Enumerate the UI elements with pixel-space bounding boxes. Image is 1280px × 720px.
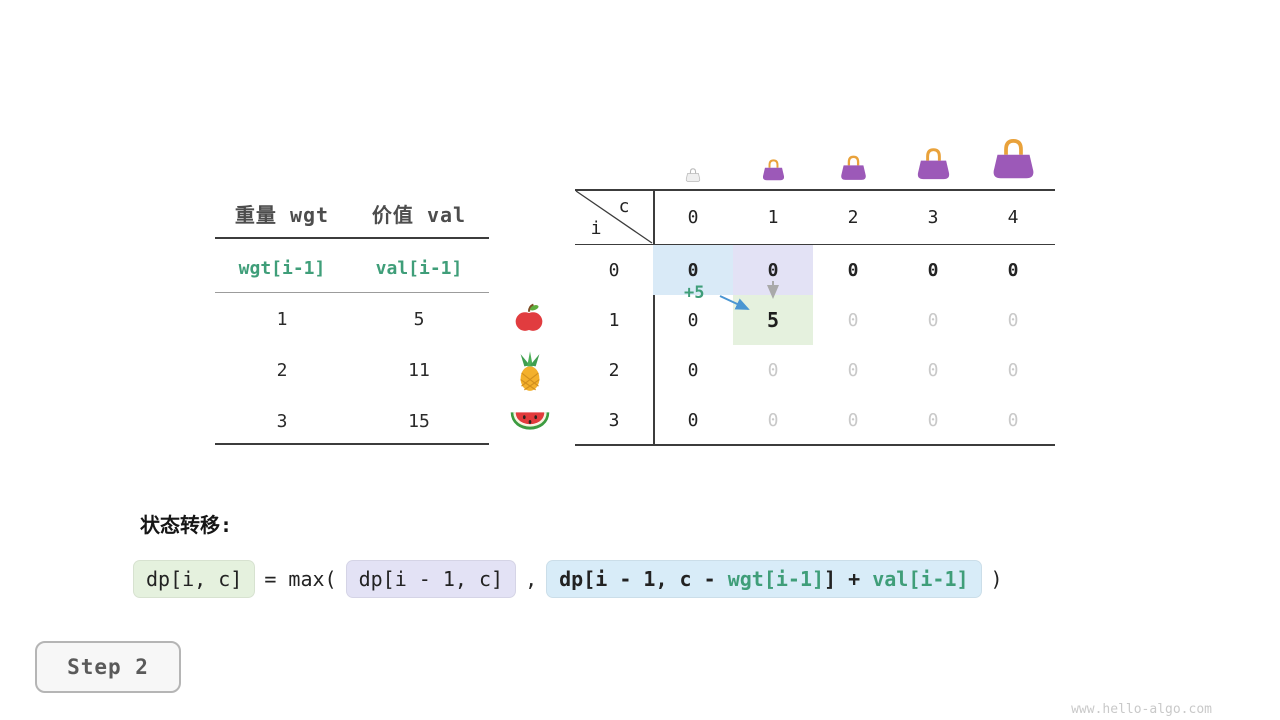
dp-cell-r0-c2: 0 xyxy=(847,259,859,281)
bag-icon-capacity-1 xyxy=(761,157,786,183)
formula-take-prefix: dp[i - 1, c - xyxy=(559,567,728,591)
item-table-header-rule xyxy=(215,237,489,239)
dp-cell-r3-c4: 0 xyxy=(1007,409,1019,431)
item-row-2-wgt: 2 xyxy=(276,360,288,381)
dp-cell-r1-c0: 0 xyxy=(687,309,699,331)
dp-row-header-2: 2 xyxy=(608,359,620,381)
watermelon-icon xyxy=(510,408,550,434)
dp-col-header-3: 3 xyxy=(927,206,939,228)
dp-col-header-4: 4 xyxy=(1007,206,1019,228)
formula-take-mid: ] + xyxy=(824,567,873,591)
dp-cell-r0-c3: 0 xyxy=(927,259,939,281)
pineapple-icon xyxy=(514,351,546,393)
item-row-1-wgt: 1 xyxy=(276,309,288,330)
formula-take-wgt: wgt[i-1] xyxy=(727,567,825,591)
dp-cell-r3-c0: 0 xyxy=(687,409,699,431)
dp-table-bottom-rule xyxy=(575,444,1055,446)
dp-cell-r0-c0: 0 xyxy=(653,245,733,295)
bag-icon-capacity-3 xyxy=(915,145,952,183)
item-table-header-weight: 重量 wgt xyxy=(234,203,330,227)
dp-cell-r2-c4: 0 xyxy=(1007,359,1019,381)
item-row-3-wgt: 3 xyxy=(276,411,288,432)
state-transition-label: 状态转移: xyxy=(140,513,233,537)
watermark: www.hello-algo.com xyxy=(1071,702,1212,717)
dp-col-header-0: 0 xyxy=(687,206,699,228)
dp-cell-r2-c0: 0 xyxy=(687,359,699,381)
dp-cell-r0-c1: 0 xyxy=(733,245,813,295)
item-row-1-val: 5 xyxy=(413,309,425,330)
dp-corner-row-label: i xyxy=(590,218,602,239)
item-table-subheader-rule xyxy=(215,292,489,293)
item-table-subheader-wgt: wgt[i-1] xyxy=(238,258,326,279)
dp-table-header-rule xyxy=(575,244,1055,245)
dp-cell-r2-c2: 0 xyxy=(847,359,859,381)
dp-table-cells: 0 0 0 0 0 0 5 0 0 0 0 0 0 0 0 0 0 0 0 0 xyxy=(653,245,1053,445)
item-table-bottom-rule xyxy=(215,443,489,445)
dp-row-headers: 0 1 2 3 xyxy=(575,245,653,445)
dp-cell-r0-c4: 0 xyxy=(1007,259,1019,281)
dp-col-header-2: 2 xyxy=(847,206,859,228)
formula-option-skip: dp[i - 1, c] xyxy=(345,560,517,598)
dp-update-annotation: +5 xyxy=(684,283,705,303)
dp-cell-r1-c4: 0 xyxy=(1007,309,1019,331)
dp-corner-col-label: c xyxy=(618,196,630,217)
dp-cell-r2-c1: 0 xyxy=(767,359,779,381)
formula-closing-paren: ) xyxy=(990,567,1003,591)
formula-take-val: val[i-1] xyxy=(872,567,969,591)
dp-row-header-3: 3 xyxy=(608,409,620,431)
dp-table-top-rule xyxy=(575,189,1055,191)
dp-row-header-1: 1 xyxy=(608,309,620,331)
dp-cell-r3-c2: 0 xyxy=(847,409,859,431)
step-badge[interactable]: Step 2 xyxy=(35,641,181,693)
bag-icon-capacity-4 xyxy=(990,135,1037,183)
bag-icon-capacity-2 xyxy=(839,153,868,183)
item-row-2-val: 11 xyxy=(408,360,430,381)
item-row-3-val: 15 xyxy=(408,411,430,432)
dp-cell-r1-c3: 0 xyxy=(927,309,939,331)
dp-cell-r1-c1: 5 xyxy=(733,295,813,345)
state-transition-formula: dp[i, c] = max( dp[i - 1, c] , dp[i - 1,… xyxy=(133,560,1003,598)
dp-cell-r3-c3: 0 xyxy=(927,409,939,431)
item-table-subheader-val: val[i-1] xyxy=(375,258,463,279)
formula-option-take: dp[i - 1, c - wgt[i-1]] + val[i-1] xyxy=(546,560,982,598)
dp-cell-r1-c2: 0 xyxy=(847,309,859,331)
dp-table-vertical-rule xyxy=(653,189,655,446)
item-table-header-value: 价值 val xyxy=(371,203,467,227)
formula-separator: , xyxy=(525,567,538,591)
apple-icon xyxy=(513,302,545,334)
dp-col-headers: 0 1 2 3 4 xyxy=(653,190,1053,244)
formula-dp-current: dp[i, c] xyxy=(133,560,256,598)
formula-operator: = max( xyxy=(264,567,337,591)
dp-row-header-0: 0 xyxy=(608,259,620,281)
dp-cell-r2-c3: 0 xyxy=(927,359,939,381)
bag-icon-capacity-0 xyxy=(685,167,701,183)
dp-col-header-1: 1 xyxy=(767,206,779,228)
dp-cell-r3-c1: 0 xyxy=(767,409,779,431)
